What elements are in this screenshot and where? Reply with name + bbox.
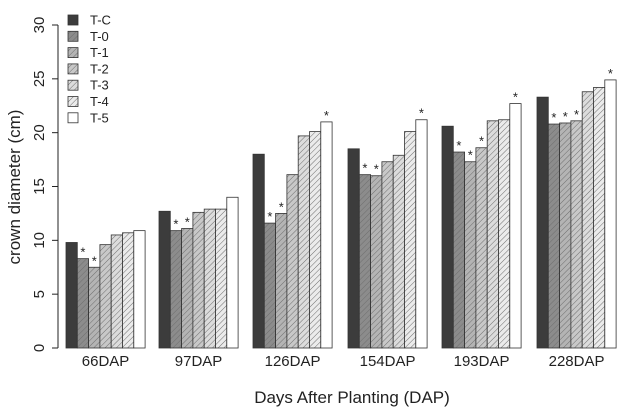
y-tick-label: 20 bbox=[31, 124, 48, 141]
significance-marker: * bbox=[185, 214, 190, 229]
bar bbox=[370, 175, 383, 349]
bar bbox=[404, 131, 417, 349]
bar bbox=[203, 208, 216, 349]
bar bbox=[169, 230, 183, 349]
bar bbox=[464, 161, 477, 349]
bar bbox=[275, 213, 288, 349]
bar bbox=[88, 266, 101, 349]
y-tick-label: 30 bbox=[31, 17, 48, 34]
bar bbox=[509, 103, 522, 349]
bar bbox=[263, 222, 276, 349]
significance-marker: * bbox=[551, 110, 556, 125]
bar bbox=[392, 154, 405, 349]
bar bbox=[192, 211, 205, 349]
bar bbox=[581, 91, 594, 349]
legend-label: T-4 bbox=[90, 94, 109, 109]
legend-label: T-2 bbox=[90, 61, 109, 76]
bar bbox=[498, 119, 511, 349]
bar bbox=[99, 244, 112, 349]
significance-marker: * bbox=[80, 245, 85, 260]
bar bbox=[486, 120, 499, 349]
significance-marker: * bbox=[468, 148, 473, 163]
y-tick-label: 5 bbox=[31, 290, 48, 298]
bar bbox=[320, 121, 333, 349]
bar bbox=[358, 174, 371, 349]
bar bbox=[297, 135, 310, 349]
significance-marker: * bbox=[574, 107, 579, 122]
legend-swatch bbox=[67, 30, 79, 42]
bar bbox=[604, 79, 617, 349]
bar bbox=[215, 208, 228, 349]
legend-label: T-3 bbox=[90, 78, 109, 93]
bar bbox=[570, 120, 583, 349]
significance-marker: * bbox=[267, 209, 272, 224]
bar bbox=[559, 122, 572, 349]
plot-area: 0 5 10 15 20 25 30 * * 66DAP * * 97DAP * * * 126DAP * * * 15… bbox=[31, 13, 617, 370]
bar bbox=[65, 242, 78, 349]
significance-marker: * bbox=[279, 199, 284, 214]
x-category-label: 154DAP bbox=[360, 353, 416, 370]
bar bbox=[252, 153, 265, 349]
significance-marker: * bbox=[608, 66, 613, 81]
bar bbox=[547, 123, 560, 349]
significance-marker: * bbox=[479, 134, 484, 149]
y-tick-label: 15 bbox=[31, 178, 48, 195]
x-category-label: 126DAP bbox=[265, 353, 321, 370]
bar bbox=[347, 148, 360, 349]
y-tick-label: 10 bbox=[31, 232, 48, 249]
x-category-label: 97DAP bbox=[175, 353, 223, 370]
bar bbox=[76, 258, 90, 349]
significance-marker: * bbox=[173, 217, 178, 232]
significance-marker: * bbox=[374, 162, 379, 177]
legend-label: T-0 bbox=[90, 29, 109, 44]
bar bbox=[158, 210, 171, 349]
legend-swatch bbox=[67, 47, 79, 58]
y-tick-label: 0 bbox=[31, 344, 48, 352]
bar bbox=[133, 230, 146, 349]
bar bbox=[110, 234, 123, 349]
bar bbox=[475, 147, 488, 349]
x-axis-title: Days After Planting (DAP) bbox=[254, 388, 450, 407]
legend-label: T-5 bbox=[90, 110, 109, 125]
y-axis-title: crown diameter (cm) bbox=[5, 110, 24, 265]
x-category-label: 228DAP bbox=[549, 353, 605, 370]
bar bbox=[415, 119, 428, 349]
bar bbox=[226, 196, 239, 349]
legend-swatch bbox=[67, 96, 79, 107]
bar bbox=[122, 232, 135, 349]
legend-swatch bbox=[67, 63, 79, 75]
legend-swatch bbox=[67, 14, 79, 26]
significance-marker: * bbox=[362, 161, 367, 176]
significance-marker: * bbox=[563, 109, 568, 124]
bar bbox=[536, 96, 549, 349]
x-category-label: 66DAP bbox=[82, 353, 130, 370]
bar bbox=[286, 174, 299, 349]
legend-label: T-C bbox=[90, 13, 111, 28]
bar bbox=[441, 125, 454, 349]
significance-marker: * bbox=[456, 138, 461, 153]
legend-swatch bbox=[67, 112, 79, 124]
bar bbox=[309, 131, 322, 349]
bar bbox=[452, 151, 465, 349]
bar bbox=[181, 228, 194, 349]
significance-marker: * bbox=[324, 108, 329, 123]
significance-marker: * bbox=[419, 106, 424, 121]
significance-marker: * bbox=[92, 253, 97, 268]
legend-swatch bbox=[67, 79, 79, 91]
bar bbox=[593, 87, 606, 349]
y-tick-label: 25 bbox=[31, 70, 48, 87]
bar bbox=[381, 161, 394, 349]
significance-marker: * bbox=[513, 90, 518, 105]
legend-label: T-1 bbox=[90, 45, 109, 60]
x-category-label: 193DAP bbox=[454, 353, 510, 370]
